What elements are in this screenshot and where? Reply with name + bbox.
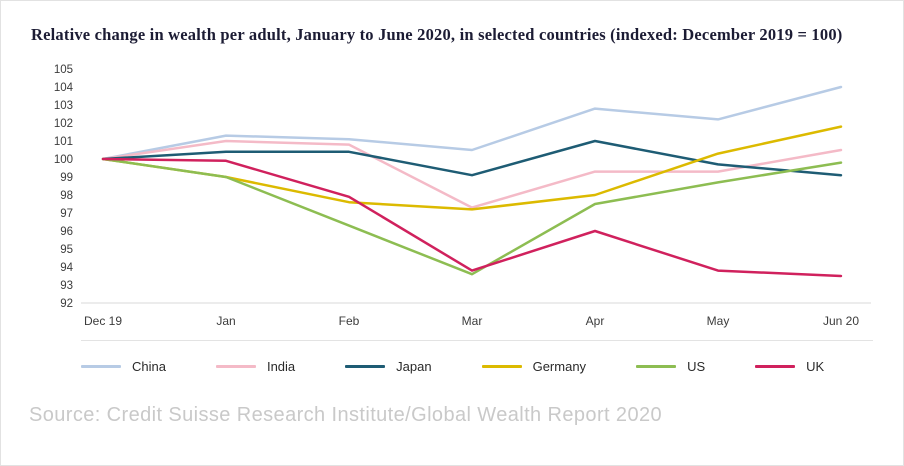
y-tick-label: 104 — [54, 82, 74, 94]
y-tick-label: 95 — [60, 244, 73, 256]
x-tick-label: Jun 20 — [823, 314, 859, 328]
series-line-japan — [101, 139, 843, 177]
x-tick-label: May — [707, 314, 730, 328]
series-line-china — [101, 85, 843, 161]
series-line-us — [101, 157, 843, 276]
source-attribution: Source: Credit Suisse Research Institute… — [29, 404, 663, 426]
y-tick-label: 93 — [60, 280, 73, 292]
legend-swatch-germany — [481, 365, 522, 368]
x-tick-label: Mar — [462, 314, 483, 328]
series-line-uk — [101, 157, 843, 278]
legend-label: Japan — [396, 359, 432, 374]
y-tick-label: 98 — [60, 190, 73, 202]
y-tick-label: 105 — [54, 64, 73, 76]
y-tick-label: 99 — [60, 172, 73, 184]
legend-label: US — [687, 359, 706, 374]
legend-item-uk: UK — [755, 359, 824, 374]
chart-title: Relative change in wealth per adult, Jan… — [31, 25, 843, 44]
x-tick-label: Jan — [216, 314, 235, 328]
legend-label: China — [132, 359, 166, 374]
y-tick-label: 92 — [60, 298, 73, 310]
y-tick-label: 94 — [60, 262, 73, 274]
legend-swatch-us — [636, 365, 677, 368]
chart-area: 92 93 94 95 96 97 98 99 100 101 102 103 104 105 Dec 19… — [29, 55, 875, 338]
y-tick-label: 96 — [60, 226, 73, 238]
series-line-india — [101, 139, 843, 209]
x-tick-label: Apr — [586, 314, 605, 328]
x-tick-label: Feb — [339, 314, 360, 328]
legend-swatch-japan — [345, 365, 386, 368]
legend-item-germany: Germany — [481, 359, 587, 374]
y-tick-label: 102 — [54, 118, 73, 130]
legend-label: India — [266, 359, 296, 374]
legend-item-china: China — [81, 359, 166, 374]
legend-swatch-uk — [755, 365, 796, 368]
legend-item-us: US — [636, 359, 705, 374]
chart-legend: China India Japan Germany US UK — [81, 359, 875, 374]
legend-divider — [81, 340, 873, 341]
legend-label: UK — [806, 359, 825, 374]
legend-item-japan: Japan — [345, 359, 432, 374]
legend-item-india: India — [215, 359, 296, 374]
x-tick-label: Dec 19 — [84, 314, 122, 328]
line-chart: 92 93 94 95 96 97 98 99 100 101 102 103 104 105 Dec 19… — [54, 64, 871, 328]
legend-swatch-india — [215, 365, 256, 368]
legend-label: Germany — [532, 359, 587, 374]
legend-swatch-china — [81, 365, 121, 368]
y-tick-label: 100 — [54, 154, 73, 166]
y-tick-label: 103 — [54, 100, 73, 112]
y-tick-label: 97 — [60, 208, 73, 220]
y-tick-label: 101 — [54, 136, 73, 148]
